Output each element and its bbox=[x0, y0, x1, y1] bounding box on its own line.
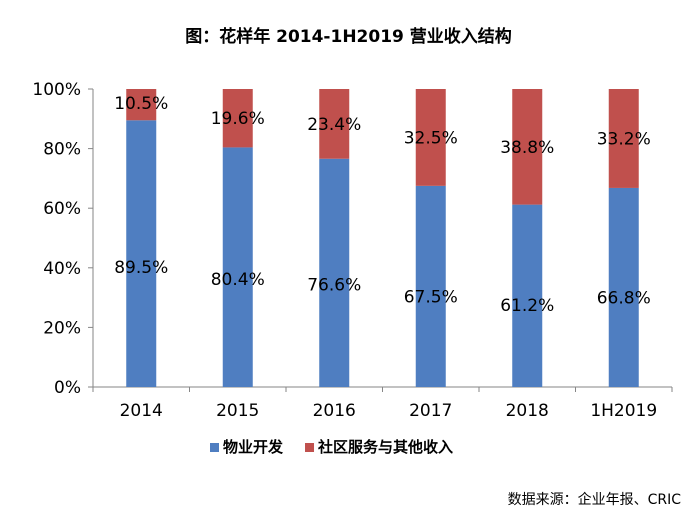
bar-property-development-2015 bbox=[222, 147, 253, 387]
data-label: 80.4% bbox=[211, 270, 265, 290]
x-tick-label: 2017 bbox=[409, 401, 452, 421]
data-labels: 89.5% 10.5% 80.4% 19.6% 76.6% 23.4% 67.5% 32.5%… bbox=[114, 94, 651, 316]
data-label: 76.6% bbox=[307, 275, 361, 295]
legend-swatch bbox=[305, 443, 315, 452]
x-tick-label: 1H2019 bbox=[590, 401, 657, 421]
y-tick-label: 20% bbox=[43, 318, 81, 338]
data-label: 10.5% bbox=[114, 94, 168, 114]
x-tick-label: 2014 bbox=[120, 401, 163, 421]
data-label: 32.5% bbox=[404, 128, 458, 148]
legend-label: 社区服务与其他收入 bbox=[317, 438, 453, 456]
data-label: 38.8% bbox=[500, 138, 554, 158]
bar-community-services-2018 bbox=[512, 89, 543, 205]
y-tick-label: 80% bbox=[43, 140, 81, 160]
data-label: 66.8% bbox=[597, 288, 651, 308]
bar-property-development-1H2019 bbox=[608, 187, 639, 387]
data-label: 61.2% bbox=[500, 296, 554, 316]
data-label: 23.4% bbox=[307, 115, 361, 135]
bar-community-services-2017 bbox=[415, 89, 446, 186]
bars bbox=[126, 89, 639, 387]
data-label: 33.2% bbox=[597, 129, 651, 149]
legend-label: 物业开发 bbox=[223, 438, 284, 456]
data-label: 19.6% bbox=[211, 109, 265, 129]
bar-community-services-1H2019 bbox=[608, 89, 639, 188]
bar-community-services-2016 bbox=[319, 89, 350, 159]
chart-title: 图：花样年 2014-1H2019 营业收入结构 bbox=[185, 27, 512, 47]
data-label: 67.5% bbox=[404, 287, 458, 307]
legend: 物业开发 社区服务与其他收入 bbox=[210, 438, 453, 456]
bar-property-development-2018 bbox=[512, 204, 543, 387]
x-tick-label: 2015 bbox=[216, 401, 259, 421]
y-tick-label: 0% bbox=[54, 378, 81, 398]
x-tick-label: 2016 bbox=[313, 401, 356, 421]
y-tick-label: 40% bbox=[43, 259, 81, 279]
y-tick-label: 60% bbox=[43, 199, 81, 219]
x-tick-label: 2018 bbox=[506, 401, 549, 421]
axes: 0% 20% 40% 60% 80% 100% 2014 2015 2016 2017 2018 1H… bbox=[32, 80, 673, 421]
bar-property-development-2016 bbox=[319, 158, 350, 387]
data-label: 89.5% bbox=[114, 258, 168, 278]
bar-property-development-2017 bbox=[415, 185, 446, 387]
source-note: 数据来源：企业年报、CRIC bbox=[507, 492, 681, 508]
bar-property-development-2014 bbox=[126, 120, 157, 387]
y-tick-label: 100% bbox=[32, 80, 81, 100]
bar-community-services-2014 bbox=[126, 89, 157, 121]
bar-community-services-2015 bbox=[222, 89, 253, 148]
legend-swatch bbox=[210, 443, 219, 452]
